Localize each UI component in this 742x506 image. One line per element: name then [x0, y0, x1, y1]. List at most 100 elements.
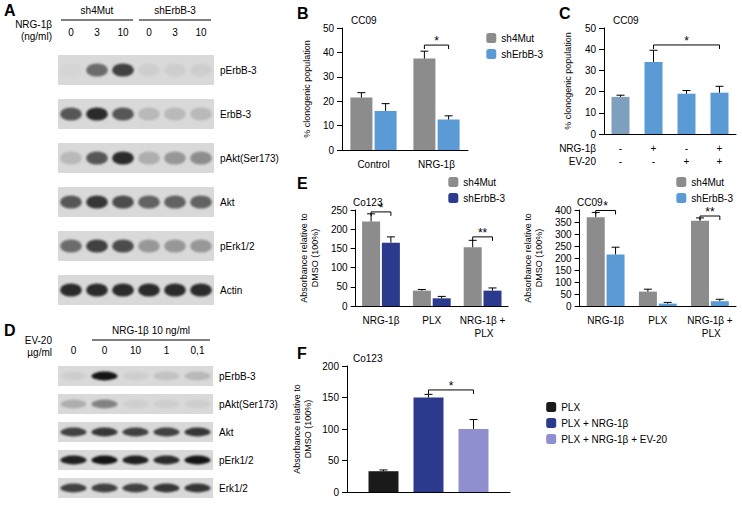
svg-text:CC09: CC09: [577, 197, 603, 208]
svg-text:NRG-1β: NRG-1β: [363, 315, 400, 326]
svg-text:-: -: [619, 143, 622, 154]
svg-text:NRG-1β +: NRG-1β +: [687, 315, 733, 326]
svg-text:50: 50: [585, 23, 597, 34]
svg-text:Co123: Co123: [353, 197, 383, 208]
svg-text:300: 300: [555, 229, 572, 240]
svg-text:0: 0: [146, 27, 152, 38]
svg-text:-: -: [652, 156, 655, 167]
svg-text:150: 150: [331, 243, 348, 254]
svg-text:10: 10: [117, 27, 129, 38]
svg-text:50: 50: [560, 289, 572, 300]
svg-text:NRG-1β +: NRG-1β +: [460, 315, 506, 326]
svg-text:NRG-1β 10 ng/ml: NRG-1β 10 ng/ml: [112, 325, 190, 336]
svg-text:A: A: [4, 2, 16, 19]
svg-text:pAkt(Ser173): pAkt(Ser173): [219, 399, 278, 410]
svg-text:PLX: PLX: [648, 315, 667, 326]
svg-text:pErk1/2: pErk1/2: [219, 455, 254, 466]
svg-text:200: 200: [555, 253, 572, 264]
svg-text:*: *: [603, 199, 608, 213]
svg-text:0: 0: [71, 345, 77, 356]
svg-text:PLX + NRG-1β: PLX + NRG-1β: [561, 418, 628, 429]
svg-text:-: -: [685, 143, 688, 154]
svg-text:NRG-1β: NRG-1β: [587, 315, 624, 326]
svg-text:100: 100: [322, 424, 339, 435]
svg-text:50: 50: [328, 455, 340, 466]
svg-text:Absorbance relative to: Absorbance relative to: [523, 213, 533, 303]
svg-text:NRG-1β: NRG-1β: [15, 19, 52, 30]
svg-text:0: 0: [333, 487, 339, 498]
svg-text:0: 0: [68, 27, 74, 38]
svg-text:40: 40: [585, 44, 597, 55]
svg-text:sh4Mut: sh4Mut: [81, 5, 114, 16]
svg-text:+: +: [717, 156, 723, 167]
svg-text:-: -: [619, 156, 622, 167]
svg-text:Absorbance relative to: Absorbance relative to: [292, 384, 302, 474]
svg-text:250: 250: [555, 241, 572, 252]
svg-text:10: 10: [195, 27, 207, 38]
svg-text:0: 0: [590, 129, 596, 140]
svg-text:PLX: PLX: [699, 328, 721, 339]
svg-text:50: 50: [323, 23, 335, 34]
svg-text:*: *: [449, 379, 454, 393]
svg-text:shErbB-3: shErbB-3: [463, 193, 505, 204]
svg-text:3: 3: [172, 27, 178, 38]
svg-text:PLX: PLX: [561, 402, 580, 413]
svg-text:PLX + NRG-1β + EV-20: PLX + NRG-1β + EV-20: [561, 434, 667, 445]
svg-text:30: 30: [585, 65, 597, 76]
svg-text:0: 0: [328, 145, 334, 156]
svg-text:200: 200: [331, 224, 348, 235]
svg-text:50: 50: [336, 281, 348, 292]
svg-text:DMSO (100%): DMSO (100%): [303, 400, 313, 459]
svg-text:1: 1: [164, 345, 170, 356]
svg-text:0: 0: [102, 345, 108, 356]
svg-text:10: 10: [130, 345, 142, 356]
svg-text:PLX: PLX: [472, 328, 494, 339]
svg-text:10: 10: [323, 120, 335, 131]
svg-text:pAkt(Ser173): pAkt(Ser173): [220, 153, 279, 164]
svg-text:CC09: CC09: [351, 15, 377, 26]
svg-text:0: 0: [342, 301, 348, 312]
svg-text:shErbB-3: shErbB-3: [154, 5, 196, 16]
svg-text:% clonogenic population: % clonogenic population: [302, 40, 312, 138]
svg-text:250: 250: [331, 205, 348, 216]
svg-text:3: 3: [94, 27, 100, 38]
svg-text:0,1: 0,1: [191, 345, 205, 356]
svg-text:Absorbance relative to: Absorbance relative to: [299, 213, 309, 303]
svg-text:shErbB-3: shErbB-3: [501, 49, 543, 60]
svg-text:B: B: [297, 5, 309, 22]
svg-text:ErbB-3: ErbB-3: [220, 109, 252, 120]
svg-text:**: **: [705, 205, 715, 219]
svg-text:F: F: [297, 345, 307, 362]
svg-text:20: 20: [585, 86, 597, 97]
svg-text:µg/ml: µg/ml: [27, 347, 52, 358]
svg-text:EV-20: EV-20: [25, 335, 53, 346]
svg-text:D: D: [4, 322, 16, 339]
svg-text:+: +: [651, 143, 657, 154]
svg-text:200: 200: [322, 361, 339, 372]
svg-text:100: 100: [331, 262, 348, 273]
svg-text:sh4Mut: sh4Mut: [501, 33, 534, 44]
svg-text:Akt: Akt: [220, 197, 235, 208]
svg-text:0: 0: [566, 301, 572, 312]
svg-text:sh4Mut: sh4Mut: [463, 177, 496, 188]
svg-text:*: *: [684, 34, 689, 48]
svg-text:150: 150: [322, 392, 339, 403]
svg-text:+: +: [717, 143, 723, 154]
svg-text:350: 350: [555, 217, 572, 228]
svg-text:pErbB-3: pErbB-3: [220, 65, 257, 76]
svg-text:sh4Mut: sh4Mut: [691, 177, 724, 188]
svg-text:Actin: Actin: [220, 285, 242, 296]
svg-text:PLX: PLX: [422, 315, 441, 326]
svg-text:30: 30: [323, 71, 335, 82]
svg-text:*: *: [434, 34, 439, 48]
svg-text:(ng/ml): (ng/ml): [21, 31, 52, 42]
svg-text:+: +: [684, 156, 690, 167]
svg-text:**: **: [478, 226, 488, 240]
svg-text:Akt: Akt: [219, 427, 234, 438]
svg-text:20: 20: [323, 96, 335, 107]
svg-text:Control: Control: [357, 159, 389, 170]
svg-text:40: 40: [323, 47, 335, 58]
svg-text:Erk1/2: Erk1/2: [219, 483, 248, 494]
svg-text:400: 400: [555, 205, 572, 216]
svg-text:C: C: [559, 5, 571, 22]
